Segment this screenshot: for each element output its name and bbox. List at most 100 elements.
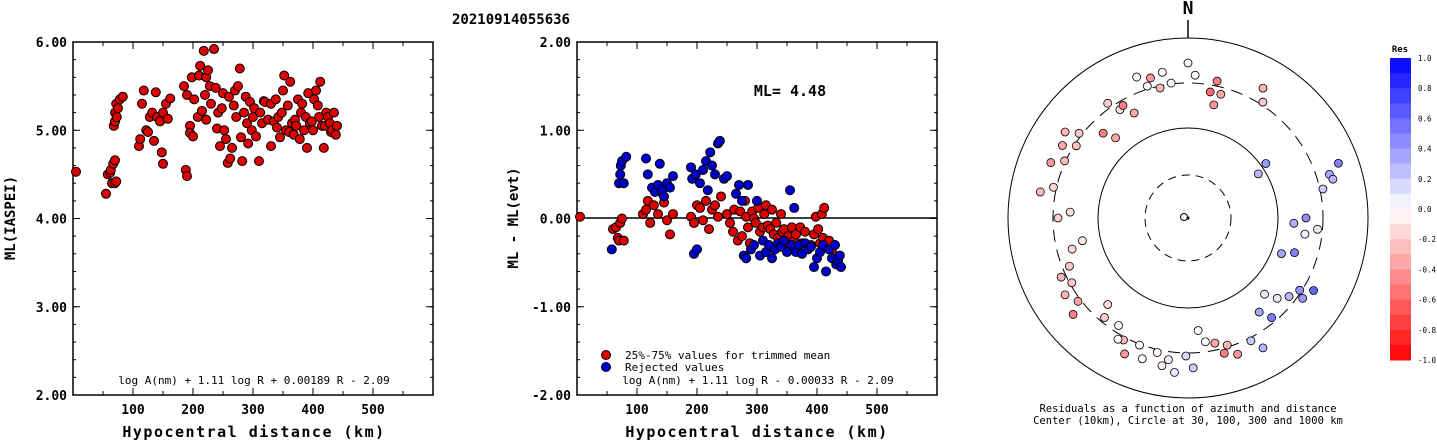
colorbar-cell (1390, 103, 1411, 119)
colorbar-label: 0.0 (1418, 205, 1432, 214)
azimuth-station-point (1277, 249, 1286, 259)
accepted-point (767, 204, 777, 215)
ml-point (270, 94, 281, 105)
colorbar-label: 0.2 (1418, 175, 1432, 184)
colorbar-label: 1.0 (1418, 54, 1432, 63)
ml-ticks: 100 200 300 400 500 2.00 3.00 4.00 5.00 6.00 (36, 36, 433, 418)
ml-point (110, 155, 120, 166)
colorbar-cell (1390, 209, 1411, 225)
ml-point (188, 131, 198, 142)
ml-point (137, 98, 147, 109)
y-tick-label: 2.00 (36, 389, 67, 404)
rejected-point (731, 188, 741, 199)
ml-x-axis-label: Hypocentral distance (km) (122, 423, 385, 441)
azimuth-station-point (1098, 128, 1108, 138)
ml-point (221, 134, 231, 145)
colorbar-cell (1390, 239, 1411, 255)
colorbar: Res 1.0 0.8 0.6 0.4 0.2 0.0 -0.2 -0.4 -0.6 -0.8 -1… (1390, 45, 1437, 365)
azimuth-station-point (1284, 292, 1294, 301)
circle-1000km (1007, 37, 1369, 399)
azimuth-station-point (1132, 72, 1142, 82)
ml-point (297, 98, 308, 109)
azimuth-caption-line2: Center (10km), Circle at 30, 100, 300 an… (1033, 415, 1343, 427)
y-tick-label: 4.00 (36, 213, 67, 228)
azimuth-station-point (1295, 285, 1305, 295)
ml-point (149, 135, 159, 146)
epicenter-marker (1180, 213, 1188, 221)
azimuth-station-point (1060, 156, 1070, 166)
rejected-point (665, 182, 675, 193)
ml-point (291, 120, 302, 131)
ml-point (71, 166, 81, 177)
colorbar-label: 0.6 (1418, 114, 1432, 123)
colorbar-cell (1390, 344, 1411, 361)
rejected-point (642, 169, 653, 180)
azimuth-station-point (1267, 313, 1276, 322)
azimuth-station-point (1253, 169, 1263, 179)
rejected-point (714, 135, 725, 146)
x-tick-label: 400 (301, 403, 325, 418)
azimuth-station-point (1181, 351, 1191, 361)
accepted-point (662, 215, 672, 226)
residual-y-axis-label: ML - ML(evt) (506, 167, 522, 268)
residual-points (575, 135, 846, 277)
azimuth-station-point (1155, 83, 1165, 93)
colorbar-label: -0.4 (1418, 265, 1437, 274)
ml-point (195, 60, 206, 71)
x-tick-label: 200 (181, 403, 205, 418)
colorbar-label: 0.8 (1418, 84, 1432, 93)
azimuth-station-point (1100, 313, 1109, 322)
rejected-point (821, 266, 831, 277)
azimuth-station-point (1233, 349, 1242, 359)
ml-point (278, 85, 288, 96)
colorbar-cell (1390, 193, 1411, 210)
accepted-point (668, 209, 678, 220)
azimuth-station-point (1309, 286, 1318, 295)
accepted-point (695, 202, 705, 213)
azimuth-station-point (1258, 83, 1268, 93)
rejected-point (734, 179, 744, 190)
x-tick-label: 500 (865, 403, 889, 418)
colorbar-cell (1390, 58, 1411, 74)
colorbar-cell (1390, 118, 1411, 134)
accepted-point (819, 202, 830, 213)
center-dot (1186, 216, 1190, 220)
rejected-point (621, 151, 632, 162)
ml-formula: log A(nm) + 1.11 log R + 0.00189 R - 2.0… (118, 374, 390, 387)
legend-accepted-label: 25%-75% values for trimmed mean (625, 349, 830, 362)
colorbar-cell (1390, 88, 1411, 104)
ml-point (182, 171, 192, 182)
colorbar-label: 0.4 (1418, 145, 1432, 154)
azimuth-station-point (1301, 213, 1311, 223)
ml-point (302, 142, 312, 153)
azimuth-station-point (1289, 218, 1299, 228)
ml-point (227, 142, 237, 153)
ml-point (330, 129, 341, 140)
azimuth-station-point (1222, 340, 1232, 350)
azimuth-station-point (1060, 127, 1070, 137)
rejected-point (686, 162, 696, 173)
rejected-point (743, 179, 753, 190)
residual-formula: log A(nm) + 1.11 log R - 0.00033 R - 2.0… (622, 374, 894, 387)
azimuth-station-point (1152, 348, 1162, 357)
azimuth-station-point (1246, 336, 1256, 346)
accepted-point (653, 209, 663, 220)
ml-point (276, 107, 287, 118)
colorbar-cell (1390, 254, 1411, 270)
accepted-point (737, 231, 747, 242)
ml-point (113, 103, 123, 114)
azimuth-station-point (1260, 289, 1269, 299)
accepted-point (713, 211, 723, 222)
y-tick-label: 1.00 (540, 124, 571, 139)
azimuth-station-point (1053, 213, 1063, 223)
azimuth-station-point (1290, 248, 1299, 258)
azimuth-station-point (1118, 101, 1128, 110)
azimuth-station-point (1193, 326, 1203, 335)
rejected-point (779, 235, 789, 246)
azimuth-station-point (1113, 334, 1123, 344)
ml-point (312, 100, 323, 111)
rejected-point (654, 158, 665, 169)
accepted-point (722, 209, 732, 220)
ml-points (71, 44, 342, 199)
x-tick-label: 300 (745, 403, 769, 418)
